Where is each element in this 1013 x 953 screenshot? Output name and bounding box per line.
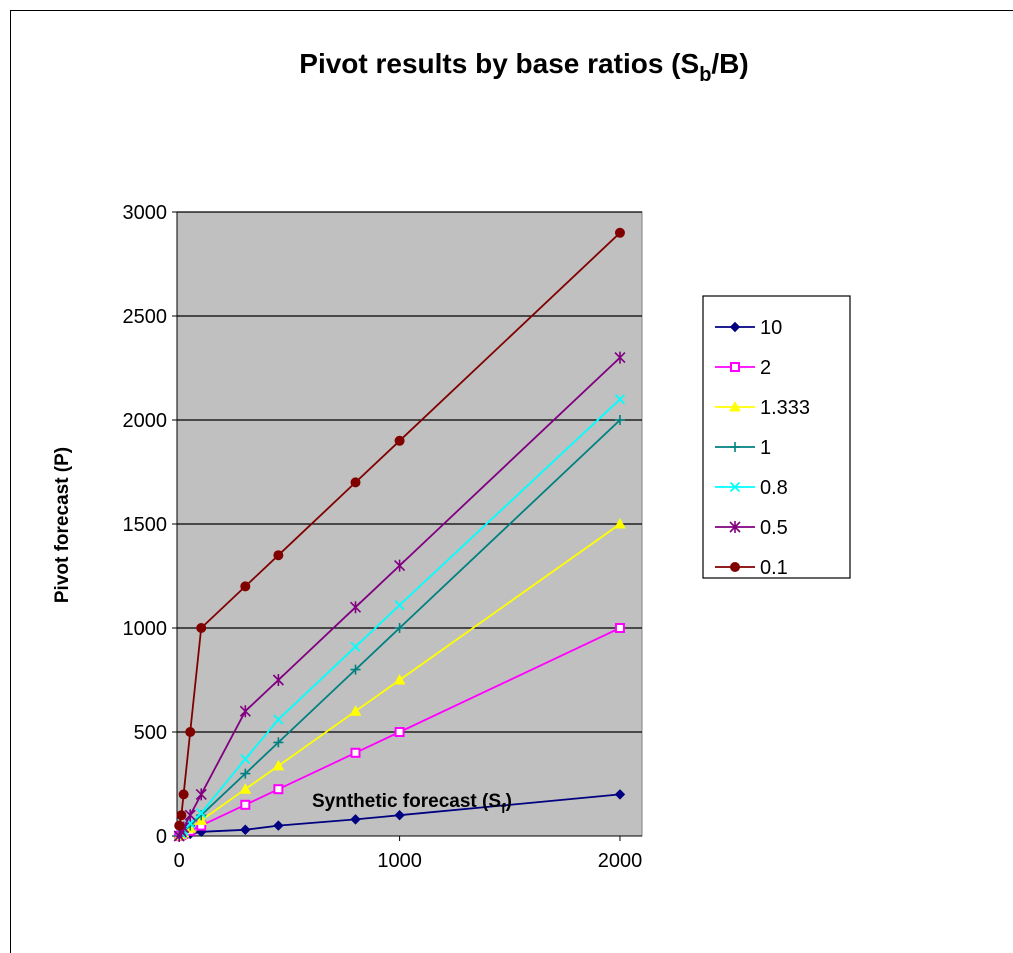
legend-marker-6: [730, 562, 740, 572]
series-1-point-9: [614, 623, 625, 633]
series-5-point-9: [614, 351, 626, 364]
series-6-point-2: [178, 789, 189, 800]
legend-label-1: 2: [760, 357, 771, 379]
legend-label-6: 0.1: [760, 557, 788, 579]
x-tick-label-1: 1000: [377, 850, 422, 872]
series-2-point-6: [272, 759, 285, 771]
series-3-point-5: [240, 768, 251, 779]
chart-title: Pivot results by base ratios (Sb/B): [299, 48, 748, 86]
series-0-point-9: [614, 789, 626, 800]
x-axis-title-subscript: f: [501, 800, 506, 816]
series-1-point-5: [240, 799, 251, 810]
plot-area: 0 500 1000 1500 2000 2500 3000 0 1000 2000: [123, 202, 643, 872]
series-6-point-9: [614, 227, 625, 238]
series-6-point-4: [196, 623, 207, 633]
series-0-point-6: [273, 820, 284, 831]
legend-marker-1: [730, 362, 740, 372]
chart-title-subscript: b: [699, 64, 711, 86]
legend-label-5: 0.5: [760, 517, 788, 539]
y-tick-label-5: 2500: [123, 306, 168, 328]
series-6-point-8: [394, 435, 405, 446]
series-0-point-8: [394, 809, 405, 821]
series-2-point-9: [614, 517, 626, 529]
y-tick-label-2: 1000: [123, 618, 168, 640]
legend-label-2: 1.333: [760, 397, 810, 419]
series-3-point-8: [394, 623, 405, 633]
legend-marker-4: [729, 481, 741, 493]
series-0-point-7: [350, 814, 361, 825]
legend-label-3: 1: [760, 437, 771, 459]
legend-marker-5: [729, 521, 741, 533]
legend-box: [702, 295, 851, 579]
series-5-point-7: [349, 601, 362, 614]
series-line-6: [178, 232, 621, 826]
x-axis-title: Synthetic forecast (Sf): [312, 791, 512, 816]
series-6-point-6: [273, 550, 284, 561]
legend-marker-2: [729, 400, 741, 412]
series-5-point-5: [239, 705, 251, 718]
series-6: [174, 227, 625, 831]
series-2-point-8: [393, 673, 406, 685]
series-4-point-9: [614, 394, 626, 405]
legend-marker-3: [730, 442, 740, 452]
series-4-point-7: [350, 641, 361, 652]
y-tick-label-6: 3000: [123, 202, 168, 224]
series-0-point-5: [240, 824, 251, 835]
series-4-point-5: [240, 753, 251, 765]
series-6-point-0: [174, 820, 185, 831]
series-2-point-7: [349, 705, 362, 716]
legend: 10 2 1.333 1 0.8 0.5 0.1: [702, 295, 851, 579]
series-5-point-8: [394, 559, 406, 572]
x-tick-label-0: 0: [174, 850, 185, 872]
y-tick-label-1: 500: [134, 722, 167, 744]
y-tick-label-4: 2000: [123, 410, 168, 432]
series-4-point-4: [196, 807, 207, 819]
chart-frame: [10, 10, 1013, 953]
y-tick-label-0: 0: [156, 826, 167, 848]
series-3-point-9: [614, 415, 625, 425]
series-1-point-7: [350, 747, 361, 758]
series-4-point-8: [394, 599, 405, 611]
series-3-point-7: [350, 664, 361, 675]
legend-label-0: 10: [760, 317, 782, 339]
legend-label-4: 0.8: [760, 477, 788, 499]
y-tick-label-3: 1500: [123, 514, 168, 536]
x-tick-label-2: 2000: [598, 850, 643, 872]
series-6-point-5: [240, 581, 251, 592]
series-2-point-5: [239, 783, 252, 794]
y-axis-title: Pivot forecast (P): [52, 447, 73, 603]
series-3-point-6: [273, 737, 284, 748]
series-1-point-8: [394, 727, 405, 737]
series-6-point-7: [350, 477, 361, 488]
series-4-point-6: [273, 714, 284, 725]
series-5-point-3: [184, 809, 196, 822]
series-5-point-4: [195, 788, 207, 801]
series-5-point-6: [272, 674, 284, 686]
legend-marker-0: [729, 321, 741, 333]
series-6-point-3: [185, 727, 196, 737]
series-6-point-1: [176, 810, 187, 821]
series-1-point-6: [273, 784, 284, 795]
